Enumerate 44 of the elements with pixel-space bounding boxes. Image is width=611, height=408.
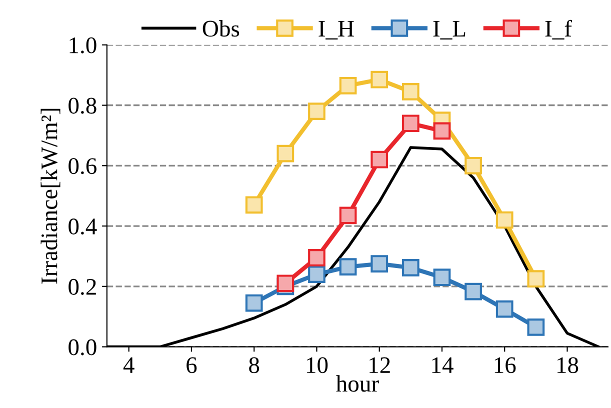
point: [276, 274, 294, 292]
point: [496, 300, 514, 318]
point: [245, 196, 263, 214]
point: [245, 294, 263, 312]
x-tick-label: 14: [432, 357, 454, 373]
point: [402, 114, 420, 132]
x-tick-label: 12: [370, 357, 390, 373]
x-axis-title: hour: [336, 375, 379, 392]
y-tick-label: 0.4: [68, 218, 97, 235]
x-tick-label: 10: [307, 357, 328, 374]
point: [308, 266, 326, 284]
point: [402, 82, 420, 100]
legend-label: I_f: [545, 20, 572, 40]
x-tick-label: 4: [123, 357, 134, 373]
x-tick-label: 16: [494, 357, 516, 374]
point: [433, 268, 451, 286]
legend-label: I_H: [318, 20, 354, 40]
point: [464, 282, 482, 300]
point: [527, 270, 545, 288]
y-tick-label: 0.0: [68, 339, 96, 356]
y-tick-label: 0.6: [68, 158, 96, 174]
point: [370, 150, 388, 168]
point: [370, 70, 388, 88]
point: [308, 102, 326, 120]
x-tick-label: 18: [558, 357, 578, 374]
point: [308, 249, 326, 266]
point: [433, 122, 451, 140]
point: [339, 206, 357, 224]
y-tick-label: 1.0: [70, 37, 96, 54]
y-tick-label: 0.2: [68, 278, 96, 295]
point: [496, 211, 514, 229]
y-tick-label: 0.8: [68, 98, 96, 114]
point: [370, 255, 388, 272]
point: [339, 76, 357, 94]
x-tick-label: 6: [186, 357, 197, 374]
legend-label: I_L: [433, 20, 466, 40]
legend-label: Obs: [202, 20, 240, 37]
point: [464, 156, 482, 174]
point: [527, 318, 545, 336]
x-tick-label: 8: [249, 357, 260, 374]
point: [339, 258, 357, 276]
y-axis-title: Irradiance[kW/m²]: [40, 108, 60, 284]
point: [276, 144, 294, 162]
point: [402, 259, 420, 276]
